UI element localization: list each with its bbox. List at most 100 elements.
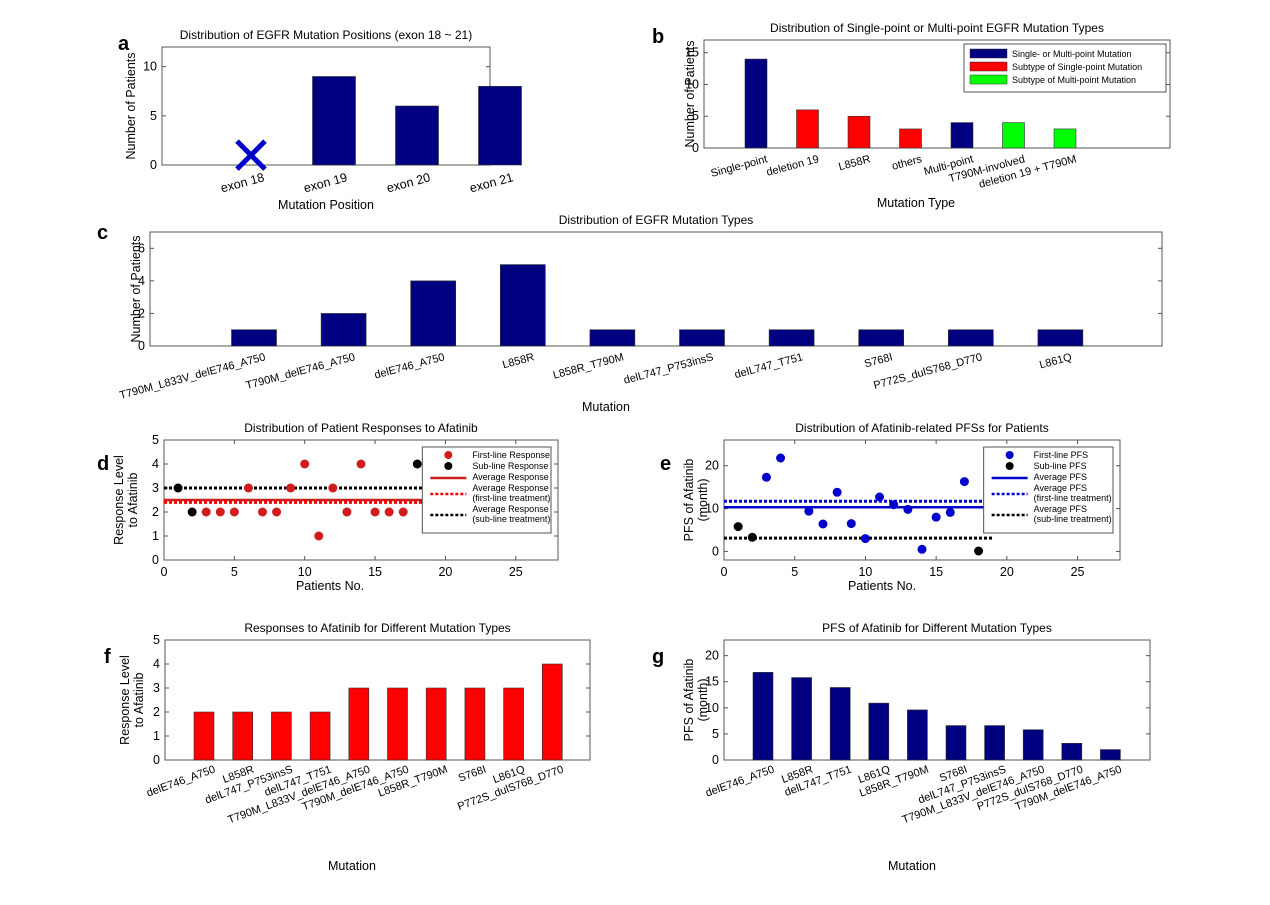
panel-d: d Distribution of Patient Responses to Af… (97, 421, 559, 593)
legend-label: First-line Response (472, 450, 550, 460)
legend-marker (444, 451, 453, 459)
bar (464, 687, 486, 761)
bar (945, 725, 967, 761)
data-point (201, 507, 211, 517)
x-tick-label: delL747_P753insS (622, 351, 714, 386)
data-point (243, 483, 253, 493)
y-tick-label: 5 (712, 727, 719, 741)
data-point (903, 504, 913, 514)
legend-label: Subtype of Single-point Mutation (1012, 62, 1142, 72)
x-tick-label: 5 (791, 565, 798, 579)
y-tick-label: 4 (138, 274, 145, 288)
bar (1022, 729, 1044, 761)
data-point (776, 453, 786, 463)
axes-frame (164, 639, 591, 761)
legend-label-line: Average PFS (1034, 504, 1087, 514)
data-point (300, 459, 310, 469)
data-point (860, 534, 870, 544)
panel-b: b Distribution of Single-point or Multi-p… (652, 21, 1171, 210)
bar (320, 313, 367, 347)
y-tick-label: 2 (153, 705, 160, 719)
x-tick-label: 20 (438, 565, 452, 579)
bar (232, 711, 253, 761)
bar (1002, 122, 1025, 149)
panel-label: a (118, 33, 130, 55)
x-tick-label: delE746_A750 (704, 764, 776, 800)
x-tick-label: exon 20 (385, 170, 432, 195)
data-point (215, 507, 225, 517)
data-point (173, 483, 183, 493)
bar (950, 122, 974, 149)
data-point (846, 519, 856, 529)
legend-box (421, 446, 552, 534)
bar (829, 687, 851, 761)
y-tick-label: 4 (152, 457, 159, 471)
legend-marker (1005, 462, 1014, 470)
bar (791, 677, 812, 761)
legend-label-line: Average Response (472, 504, 548, 514)
bar (387, 687, 408, 761)
bar (984, 725, 1005, 761)
x-tick-label: exon 21 (468, 170, 515, 195)
data-point (370, 507, 380, 517)
data-point (342, 507, 352, 517)
y-tick-label: 15 (685, 46, 699, 60)
y-tick-label: 4 (153, 657, 160, 671)
y-axis-label: (month) (696, 678, 710, 721)
y-axis-label: to Afatinib (126, 473, 140, 528)
legend-swatch (969, 74, 1008, 85)
bar (899, 128, 922, 149)
legend-label-line: (first-line treatment) (472, 493, 550, 503)
y-tick-label: 2 (138, 306, 145, 320)
y-tick-label: 3 (153, 681, 160, 695)
bar (589, 329, 636, 347)
bar (499, 264, 546, 347)
x-tick-label: 20 (1000, 565, 1014, 579)
panel-label: d (97, 453, 109, 475)
bar (679, 329, 725, 347)
legend-label-line: (first-line treatment) (1034, 493, 1112, 503)
bar (868, 702, 890, 761)
chart-title: Distribution of Patient Responses to Afa… (244, 421, 478, 435)
y-axis-label: Response Level (112, 455, 126, 545)
legend-label-line: Sub-line Response (472, 461, 548, 471)
chart-title: Distribution of EGFR Mutation Types (559, 213, 754, 227)
bar (907, 709, 928, 761)
bar (312, 76, 356, 166)
legend-label-line: Average PFS (1034, 483, 1087, 493)
chart-title: Distribution of EGFR Mutation Positions … (180, 28, 472, 42)
y-tick-label: 0 (150, 158, 157, 172)
y-axis-label: Response Level (118, 655, 132, 745)
x-axis-label: Mutation Type (877, 196, 955, 210)
legend-label-line: (sub-line treatment) (1034, 514, 1112, 524)
legend-marker (1005, 451, 1014, 459)
y-tick-label: 20 (705, 649, 719, 663)
x-tick-label: 0 (161, 565, 168, 579)
y-tick-label: 1 (152, 529, 159, 543)
x-tick-label: Single-point (710, 153, 769, 180)
y-axis-label: Number of Patients (124, 53, 138, 160)
data-point (398, 507, 408, 517)
axes-frame (703, 39, 1171, 149)
x-tick-label: exon 18 (219, 170, 266, 195)
y-tick-label: 0 (138, 339, 145, 353)
panel-label: f (104, 646, 111, 668)
x-tick-label: 25 (509, 565, 523, 579)
y-axis-label: to Afatinib (132, 673, 146, 728)
data-point (258, 507, 267, 517)
x-tick-label: L858R_T790M (552, 351, 625, 381)
legend-box (983, 446, 1114, 534)
y-tick-label: 0 (153, 753, 160, 767)
bar (541, 663, 563, 761)
x-axis-label: Mutation (582, 400, 630, 414)
y-tick-label: 0 (152, 553, 159, 567)
y-tick-label: 15 (705, 675, 719, 689)
panel-c: c Distribution of EGFR Mutation Types 0 2 4 6… (97, 213, 1163, 414)
y-tick-label: 0 (712, 753, 719, 767)
data-point (286, 483, 296, 493)
data-point (832, 487, 842, 497)
bar (947, 329, 994, 347)
y-tick-label: 5 (692, 109, 699, 123)
x-tick-label: L858R (837, 153, 871, 173)
